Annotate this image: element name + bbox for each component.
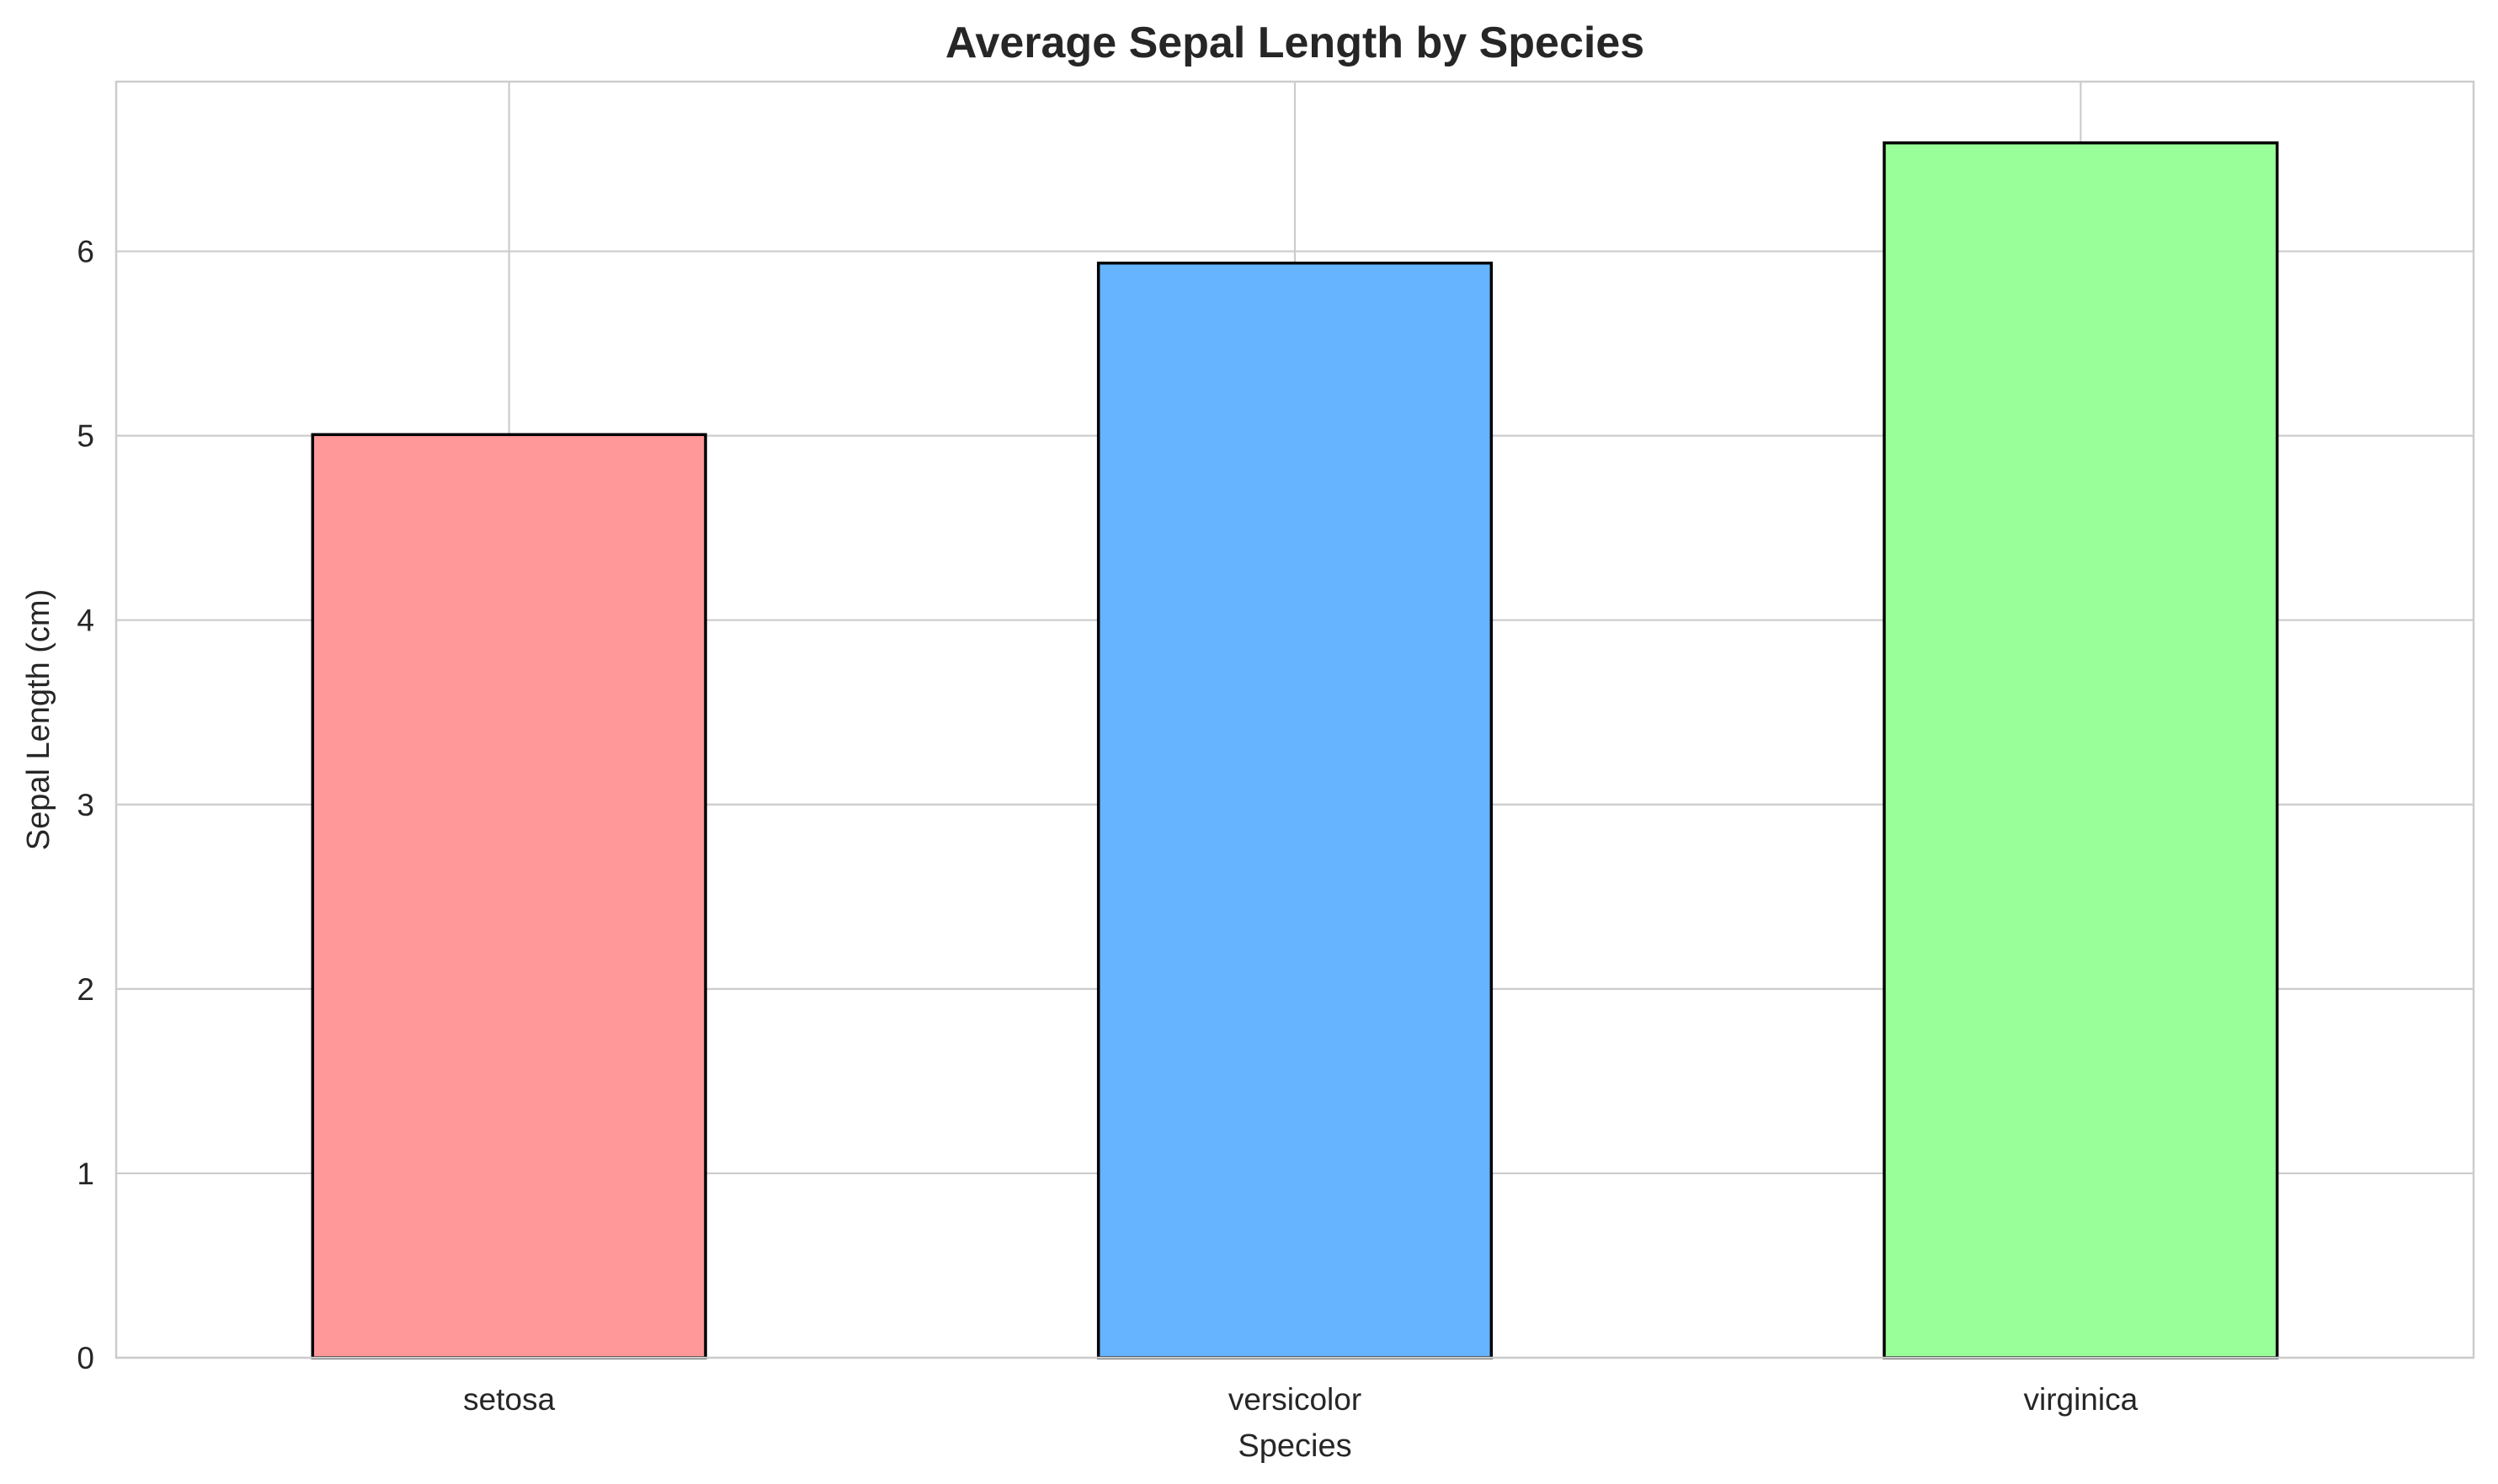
- x-tick-label: versicolor: [1228, 1382, 1361, 1417]
- x-tick-label: virginica: [2023, 1382, 2138, 1417]
- y-tick-label: 1: [77, 1157, 94, 1191]
- y-axis-label: Sepal Length (cm): [21, 589, 56, 851]
- bar-setosa: [311, 433, 707, 1359]
- y-tick-label: 2: [77, 972, 94, 1007]
- x-tick-label: setosa: [463, 1382, 555, 1417]
- chart-title: Average Sepal Length by Species: [945, 19, 1644, 67]
- x-axis-label: Species: [1238, 1428, 1351, 1464]
- bar-virginica: [1883, 141, 2279, 1359]
- y-tick-label: 5: [77, 419, 94, 454]
- y-tick-label: 3: [77, 788, 94, 822]
- plot-frame: [115, 80, 2475, 1359]
- y-tick-label: 6: [77, 235, 94, 269]
- y-tick-label: 0: [77, 1341, 94, 1375]
- bars: [311, 141, 2279, 1359]
- y-tick-label: 4: [77, 604, 94, 638]
- bar-versicolor: [1096, 261, 1494, 1359]
- y-tick-labels: 0 1 2 3 4 5 6: [77, 235, 94, 1375]
- x-tick-labels: setosa versicolor virginica: [463, 1382, 2138, 1417]
